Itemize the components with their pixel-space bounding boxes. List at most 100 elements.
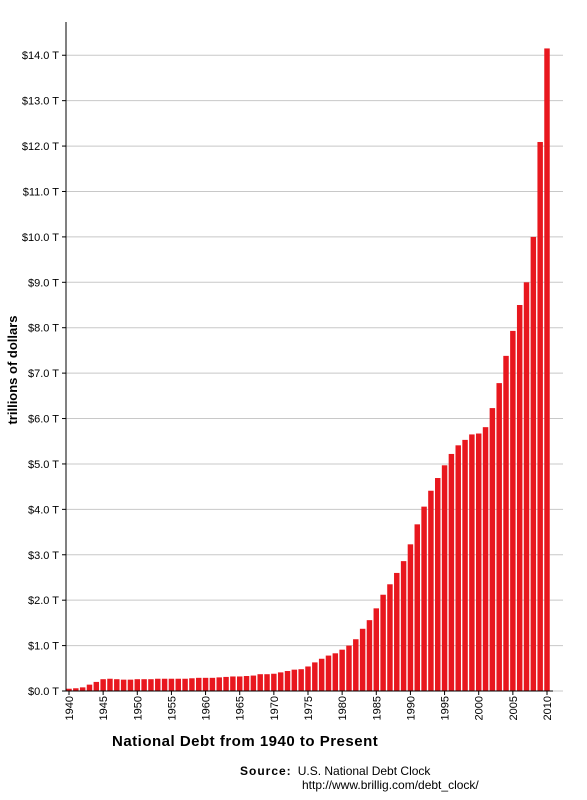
y-tick-label: $1.0 T	[28, 641, 59, 653]
bar-1966	[243, 676, 250, 691]
bar-1940	[66, 688, 72, 691]
bar-1984	[366, 620, 373, 691]
bar-1959	[196, 677, 202, 691]
y-tick-label: $10.0 T	[22, 232, 59, 244]
bar-2006	[516, 305, 523, 691]
x-tick-label: 1990	[405, 696, 417, 720]
bar-1961	[209, 677, 216, 691]
x-axis-ticks: 1940 1945 1950 1955 1960 1965 1970 1975 1980 1985…	[64, 690, 554, 720]
bar-1945	[100, 679, 106, 691]
bar-1953	[155, 678, 161, 691]
bar-1987	[387, 584, 393, 691]
bar-1957	[182, 678, 188, 691]
bar-1943	[86, 684, 93, 691]
x-tick-label: 1970	[269, 696, 281, 720]
bar-1963	[223, 676, 229, 691]
y-tick-label: $12.0 T	[22, 141, 59, 153]
bar-1977	[318, 658, 325, 691]
bar-1995	[441, 465, 448, 691]
bar-1964	[230, 676, 236, 691]
bar-1986	[380, 594, 386, 691]
bar-1948	[120, 679, 127, 691]
y-tick-label: $8.0 T	[28, 323, 59, 335]
y-tick-label: $13.0 T	[22, 96, 59, 108]
bar-1980	[339, 649, 345, 691]
bar-2005	[510, 330, 516, 691]
bar-1967	[250, 675, 257, 691]
y-tick-label: $2.0 T	[28, 595, 59, 607]
bar-1972	[284, 671, 291, 691]
bar-1971	[277, 672, 284, 691]
bar-1950	[134, 679, 141, 691]
bar-1944	[93, 681, 100, 691]
x-tick-label: 2005	[508, 696, 520, 720]
source-url: http://www.brillig.com/debt_clock/	[302, 778, 479, 792]
grid-lines	[66, 54, 563, 692]
x-tick-label: 1960	[201, 696, 213, 720]
x-tick-label: 2010	[542, 696, 554, 720]
bar-1975	[305, 666, 311, 691]
x-tick-label: 1985	[371, 696, 383, 720]
bar-2009	[537, 141, 543, 691]
bar-1970	[271, 673, 277, 691]
bar-1955	[168, 678, 175, 691]
bar-1949	[127, 679, 134, 691]
bar-1996	[448, 453, 455, 691]
bar-1973	[291, 669, 298, 691]
bar-1941	[73, 688, 79, 691]
bar-1981	[346, 645, 352, 691]
source-name: U.S. National Debt Clock	[297, 764, 431, 778]
bar-1965	[236, 676, 243, 691]
bar-1974	[298, 669, 304, 691]
y-tick-label: $0.0 T	[28, 686, 59, 698]
x-tick-label: 1965	[235, 696, 247, 720]
bar-1992	[421, 506, 427, 691]
bar-2002	[489, 408, 496, 691]
y-tick-label: $14.0 T	[22, 50, 59, 62]
bar-1942	[79, 687, 86, 691]
y-tick-label: $6.0 T	[28, 414, 59, 426]
bar-1989	[400, 561, 407, 691]
x-tick-label: 1945	[98, 696, 110, 720]
bar-1947	[114, 679, 120, 691]
x-tick-label: 1995	[440, 696, 452, 720]
bar-1978	[325, 655, 332, 691]
y-axis-ticks: $0.0 T $1.0 T $2.0 T $3.0 T $4.0 T $5.0 T $6.0…	[22, 22, 67, 698]
y-tick-label: $3.0 T	[28, 550, 59, 562]
source-label: Source:	[240, 764, 292, 778]
bar-1946	[107, 678, 113, 691]
bar-2008	[530, 236, 537, 691]
x-tick-label: 1955	[166, 696, 178, 720]
bar-1982	[353, 639, 359, 691]
bar-1990	[407, 544, 414, 691]
y-tick-label: $4.0 T	[28, 504, 59, 516]
bar-1962	[216, 677, 222, 691]
bar-1997	[455, 445, 461, 691]
y-tick-label: $7.0 T	[28, 368, 59, 380]
bar-1999	[469, 434, 475, 691]
bar-2000	[475, 433, 482, 691]
x-tick-label: 1950	[132, 696, 144, 720]
x-tick-label: 1975	[303, 696, 315, 720]
chart-title: National Debt from 1940 to Present	[112, 733, 379, 750]
bar-1998	[462, 439, 468, 691]
y-axis-label: trillions of dollars	[5, 315, 20, 424]
bar-1991	[414, 524, 420, 691]
bar-1954	[161, 678, 168, 691]
bar-1958	[189, 678, 195, 691]
bar-1976	[312, 662, 318, 691]
y-tick-label: $11.0 T	[23, 186, 60, 198]
x-tick-label: 1980	[337, 696, 349, 720]
bar-1951	[141, 679, 147, 691]
bar-2003	[496, 383, 502, 691]
bar-2007	[523, 282, 530, 691]
bar-1983	[359, 628, 366, 691]
bar-1960	[202, 677, 209, 691]
y-tick-label: $9.0 T	[28, 277, 59, 289]
source-credit: Source: U.S. National Debt Clock http://w…	[240, 764, 479, 792]
x-tick-label: 1940	[64, 696, 76, 720]
bar-1968	[257, 674, 263, 691]
bar-1985	[373, 608, 380, 691]
bar-1993	[428, 490, 434, 691]
bar-1952	[148, 679, 154, 691]
